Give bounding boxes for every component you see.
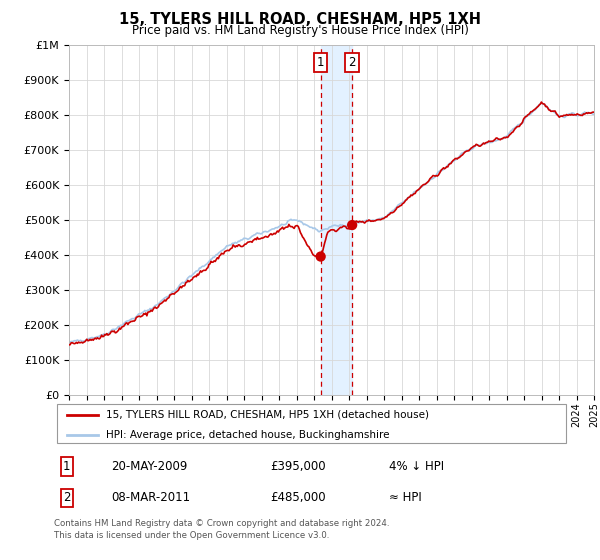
- FancyBboxPatch shape: [56, 404, 566, 444]
- Text: £485,000: £485,000: [271, 491, 326, 505]
- Text: 4% ↓ HPI: 4% ↓ HPI: [389, 460, 445, 473]
- Text: 2: 2: [63, 491, 71, 505]
- Text: Price paid vs. HM Land Registry's House Price Index (HPI): Price paid vs. HM Land Registry's House …: [131, 24, 469, 37]
- Text: £395,000: £395,000: [271, 460, 326, 473]
- Text: 1: 1: [317, 56, 325, 69]
- Text: 15, TYLERS HILL ROAD, CHESHAM, HP5 1XH (detached house): 15, TYLERS HILL ROAD, CHESHAM, HP5 1XH (…: [106, 409, 428, 419]
- Text: 2: 2: [349, 56, 356, 69]
- Point: [316, 252, 325, 261]
- Text: HPI: Average price, detached house, Buckinghamshire: HPI: Average price, detached house, Buck…: [106, 430, 389, 440]
- Text: 1: 1: [63, 460, 71, 473]
- Text: 15, TYLERS HILL ROAD, CHESHAM, HP5 1XH: 15, TYLERS HILL ROAD, CHESHAM, HP5 1XH: [119, 12, 481, 27]
- Bar: [320, 45, 352, 395]
- Text: This data is licensed under the Open Government Licence v3.0.: This data is licensed under the Open Gov…: [54, 531, 329, 540]
- Text: 08-MAR-2011: 08-MAR-2011: [111, 491, 190, 505]
- Text: 20-MAY-2009: 20-MAY-2009: [111, 460, 187, 473]
- Text: ≈ HPI: ≈ HPI: [389, 491, 422, 505]
- Point: [347, 221, 357, 230]
- Text: Contains HM Land Registry data © Crown copyright and database right 2024.: Contains HM Land Registry data © Crown c…: [54, 519, 389, 528]
